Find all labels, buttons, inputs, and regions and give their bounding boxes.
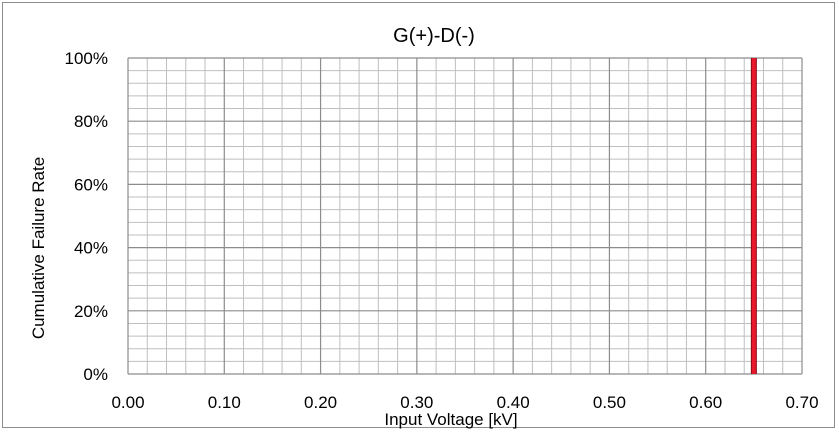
y-tick-label: 40% <box>74 239 108 258</box>
x-tick-label: 0.10 <box>208 393 241 412</box>
x-tick-label: 0.60 <box>689 393 722 412</box>
y-tick-label: 0% <box>83 365 108 384</box>
chart-title: G(+)-D(-) <box>393 25 475 47</box>
x-tick-label: 0.40 <box>497 393 530 412</box>
major-gridlines <box>127 57 803 375</box>
y-axis-label: Cumulative Failure Rate <box>29 157 48 339</box>
x-tick-labels: 0.00 0.10 0.20 0.30 0.40 0.50 0.60 0.70 <box>111 393 818 412</box>
x-tick-label: 0.70 <box>785 393 818 412</box>
y-tick-label: 60% <box>74 175 108 194</box>
minor-gridlines <box>128 58 802 374</box>
x-axis-label: Input Voltage [kV] <box>384 410 517 429</box>
y-tick-label: 80% <box>74 112 108 131</box>
x-tick-label: 0.00 <box>111 393 144 412</box>
x-tick-label: 0.30 <box>400 393 433 412</box>
y-tick-labels: 0% 20% 40% 60% 80% 100% <box>65 49 108 384</box>
x-tick-label: 0.20 <box>304 393 337 412</box>
x-tick-label: 0.50 <box>593 393 626 412</box>
y-tick-label: 20% <box>74 302 108 321</box>
chart-frame <box>2 2 835 428</box>
y-tick-label: 100% <box>65 49 108 68</box>
